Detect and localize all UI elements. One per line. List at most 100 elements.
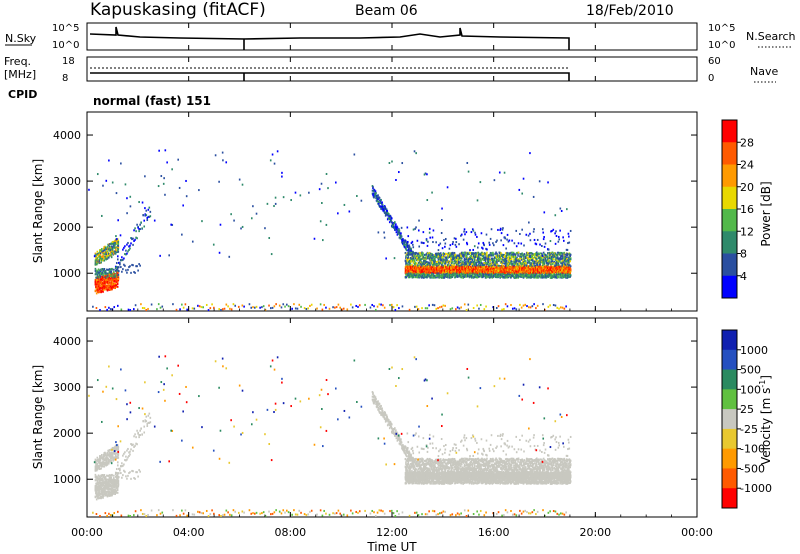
range-gate-cell [499, 264, 502, 267]
range-gate-cell [482, 275, 485, 278]
range-gate-cell [405, 245, 407, 248]
range-gate-cell [429, 256, 432, 259]
range-gate-cell [116, 285, 119, 288]
range-gate-cell [136, 265, 138, 268]
range-gate-cell [534, 262, 536, 265]
range-gate-cell [504, 260, 507, 263]
range-gate-cell [531, 255, 534, 258]
range-gate-cell [504, 262, 507, 265]
range-gate-cell [423, 267, 426, 270]
range-gate-cell [515, 275, 518, 278]
range-gate-cell [520, 275, 523, 278]
range-gate-cell [515, 258, 518, 261]
range-gate-cell [535, 276, 538, 279]
range-gate-cell [403, 241, 406, 244]
range-gate-cell [503, 254, 506, 257]
range-gate-cell [476, 265, 479, 268]
range-gate-cell [536, 265, 538, 268]
range-gate-cell [146, 216, 149, 219]
range-gate-cell [444, 259, 447, 262]
range-gate-cell [405, 240, 407, 243]
range-gate-cell [456, 260, 459, 263]
range-gate-cell [435, 276, 437, 279]
range-gate-cell [496, 260, 498, 263]
range-gate-cell [385, 213, 387, 216]
range-gate-cell [414, 227, 416, 230]
range-gate-cell [491, 274, 493, 277]
range-gate-cell [475, 259, 478, 262]
range-gate-cell [460, 264, 463, 267]
range-gate-cell [106, 289, 109, 292]
range-gate-cell [104, 247, 107, 250]
range-gate-cell [414, 273, 417, 276]
range-gate-cell [514, 274, 517, 277]
range-gate-cell [477, 251, 480, 254]
range-gate-cell [531, 262, 534, 265]
range-gate-cell [520, 266, 523, 269]
range-gate-cell [541, 244, 543, 247]
range-gate-cell [529, 258, 532, 261]
range-gate-cell [408, 270, 411, 273]
range-gate-cell [96, 262, 99, 265]
range-gate-cell [423, 271, 425, 274]
range-gate-cell [432, 255, 435, 258]
range-gate-cell [408, 245, 411, 248]
range-gate-cell [431, 272, 433, 275]
range-gate-cell [105, 279, 108, 282]
range-gate-cell [435, 261, 438, 264]
range-gate-cell [489, 276, 492, 279]
range-gate-cell [132, 243, 134, 246]
range-gate-cell [474, 276, 477, 279]
range-gate-cell [460, 257, 463, 260]
range-gate-cell [439, 266, 441, 269]
range-gate-cell [419, 251, 421, 254]
range-gate-cell [438, 262, 441, 265]
range-gate-cell [426, 273, 429, 276]
range-gate-cell [547, 257, 550, 260]
range-gate-cell [544, 242, 547, 245]
range-gate-cell [107, 256, 110, 259]
range-gate-cell [388, 221, 391, 224]
range-gate-cell [396, 228, 398, 231]
range-gate-cell [476, 235, 478, 238]
range-gate-cell [407, 256, 410, 259]
range-gate-cell [102, 254, 104, 257]
range-gate-cell [444, 268, 447, 271]
range-gate-cell [454, 271, 456, 274]
range-gate-cell [484, 258, 487, 261]
range-gate-cell [543, 273, 546, 276]
range-gate-cell [470, 257, 472, 260]
range-gate-cell [116, 258, 119, 261]
range-gate-cell [122, 258, 124, 261]
range-gate-cell [525, 254, 528, 257]
range-gate-cell [104, 246, 107, 249]
range-gate-cell [95, 279, 98, 282]
range-gate-cell [109, 253, 111, 256]
range-gate-cell [480, 232, 483, 235]
range-gate-cell [534, 267, 537, 270]
range-gate-cell [521, 253, 524, 256]
range-gate-cell [510, 251, 512, 254]
range-gate-cell [443, 268, 446, 271]
range-gate-cell [405, 261, 407, 264]
range-gate-cell [142, 214, 145, 217]
range-gate-cell [545, 276, 548, 279]
range-gate-cell [538, 256, 540, 259]
range-gate-cell [110, 275, 113, 278]
range-gate-cell [429, 264, 432, 267]
range-gate-cell [458, 258, 460, 261]
range-gate-cell [536, 252, 539, 255]
range-gate-cell [454, 255, 456, 258]
range-gate-cell [405, 264, 408, 267]
range-gate-cell [434, 260, 437, 263]
range-gate-cell [530, 271, 533, 274]
range-gate-cell [110, 274, 113, 277]
nsky-tick-top: 10^5 [52, 23, 79, 34]
range-gate-cell [414, 253, 417, 256]
range-gate-cell [543, 245, 546, 248]
range-gate-cell [465, 272, 468, 275]
range-gate-cell [438, 267, 441, 270]
range-gate-cell [457, 256, 459, 259]
range-gate-cell [448, 274, 451, 277]
range-gate-cell [116, 272, 119, 275]
